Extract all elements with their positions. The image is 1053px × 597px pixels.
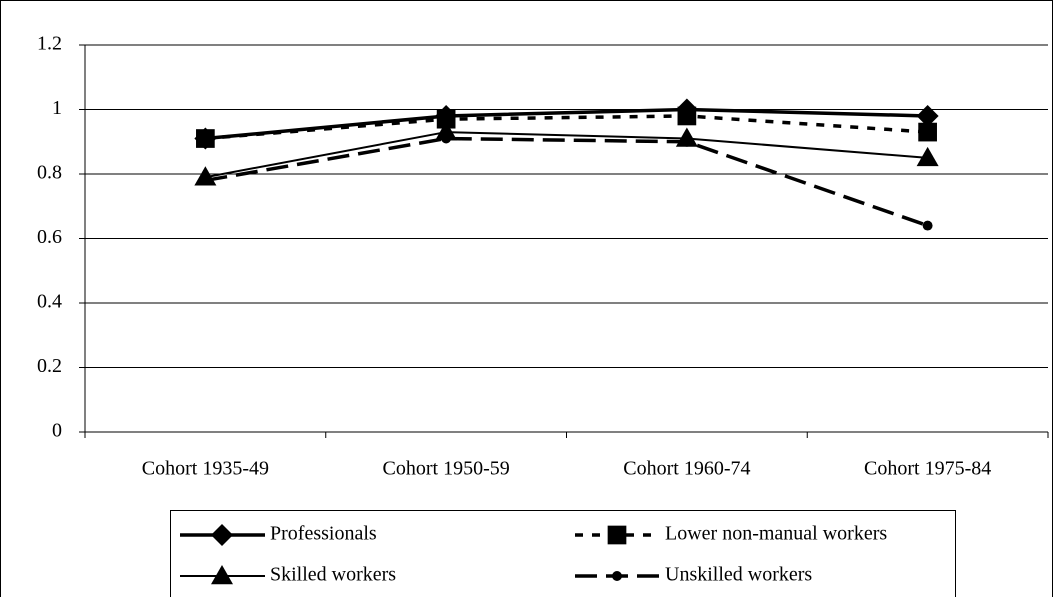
data-point <box>922 220 933 231</box>
legend-box <box>170 510 956 597</box>
y-tick-label: 0.2 <box>37 355 62 377</box>
x-tick-label: Cohort 1950-59 <box>383 458 510 480</box>
data-point <box>441 133 452 144</box>
legend-marker <box>211 524 233 546</box>
data-point <box>196 129 215 148</box>
y-tick-label: 0 <box>52 420 62 442</box>
y-tick-label: 1 <box>52 97 62 119</box>
data-point <box>918 122 937 142</box>
data-point <box>435 121 458 141</box>
legend-marker <box>607 525 627 545</box>
x-tick-label: Cohort 1935-49 <box>142 458 269 480</box>
y-tick-label: 1.2 <box>37 33 62 55</box>
legend-label: Professionals <box>270 523 377 545</box>
x-tick-label: Cohort 1960-74 <box>623 458 750 480</box>
y-tick-label: 0.8 <box>37 162 62 184</box>
x-tick-label: Cohort 1975-84 <box>864 458 991 480</box>
y-tick-label: 0.4 <box>37 291 62 313</box>
data-point <box>200 175 211 186</box>
legend-marker <box>612 571 622 581</box>
legend-marker <box>211 565 233 585</box>
legend-label: Skilled workers <box>270 564 396 586</box>
legend-label: Unskilled workers <box>665 564 812 586</box>
data-point <box>677 106 697 126</box>
series-line <box>205 114 928 141</box>
y-tick-label: 0.6 <box>37 226 62 248</box>
series-line <box>205 131 928 179</box>
legend-label: Lower non-manual workers <box>665 523 887 545</box>
data-point <box>916 146 939 167</box>
data-point <box>681 136 692 147</box>
data-point <box>436 109 456 129</box>
data-point <box>916 104 939 127</box>
